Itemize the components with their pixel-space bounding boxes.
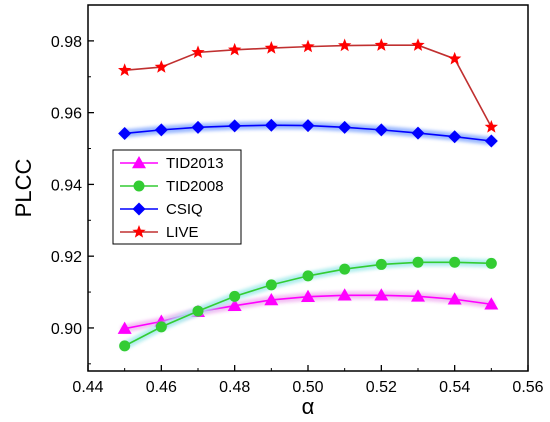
legend-label: CSIQ [166, 201, 203, 218]
data-point-tid2013 [227, 298, 242, 311]
data-point-tid2013 [301, 289, 315, 302]
series-live [118, 38, 498, 133]
legend-label: TID2013 [166, 155, 224, 172]
data-point-tid2013 [411, 289, 425, 302]
x-tick-label: 0.46 [146, 379, 177, 396]
data-point-live [338, 38, 352, 52]
legend-marker-live [132, 225, 146, 238]
data-point-tid2008 [412, 256, 424, 268]
data-point-csiq [118, 126, 132, 140]
data-point-csiq [154, 123, 168, 137]
series-layer [117, 38, 499, 352]
x-tick-label: 0.50 [292, 379, 323, 396]
data-point-live [484, 120, 498, 133]
data-point-live [301, 39, 315, 53]
y-tick-label: 0.90 [51, 321, 82, 338]
data-point-live [154, 60, 168, 73]
legend-marker-csiq [132, 202, 146, 216]
legend-item-tid2013: TID2013 [116, 155, 224, 172]
x-tick-label: 0.48 [219, 379, 250, 396]
data-point-live [264, 41, 278, 54]
data-point-csiq [264, 118, 278, 132]
data-point-tid2008 [155, 321, 167, 333]
data-point-tid2008 [339, 263, 351, 275]
legend-marker-tid2013 [132, 156, 146, 169]
data-point-live [228, 42, 242, 56]
series-csiq [118, 118, 498, 148]
data-point-tid2013 [337, 288, 352, 301]
x-tick-label: 0.56 [512, 379, 543, 396]
y-tick-label: 0.92 [51, 249, 82, 266]
data-point-tid2008 [119, 340, 131, 352]
data-point-tid2008 [375, 258, 387, 270]
data-point-tid2008 [265, 279, 277, 291]
x-axis-title: α [302, 394, 315, 419]
data-point-csiq [301, 119, 315, 133]
data-point-tid2008 [485, 257, 497, 269]
data-point-csiq [191, 120, 205, 134]
y-tick-label: 0.98 [51, 34, 82, 51]
legend-label: TID2008 [166, 178, 224, 195]
data-point-tid2013 [264, 292, 279, 306]
data-point-csiq [484, 134, 498, 148]
data-point-live [118, 63, 132, 76]
data-point-live [191, 45, 205, 59]
data-point-live [448, 51, 462, 65]
data-point-tid2013 [374, 288, 389, 301]
data-point-csiq [411, 126, 425, 140]
y-tick-label: 0.94 [51, 177, 82, 194]
legend-label: LIVE [166, 224, 199, 241]
legend-item-tid2008: TID2008 [116, 178, 224, 195]
axis-ticks: 0.44 0.46 0.48 0.50 0.52 0.54 0.56 0.90 0.92 0.94… [51, 34, 544, 396]
x-tick-label: 0.52 [366, 379, 397, 396]
data-point-csiq [374, 123, 388, 137]
legend-item-live: LIVE [120, 224, 199, 241]
legend-marker-tid2008 [133, 180, 145, 192]
y-tick-label: 0.96 [51, 106, 82, 123]
data-point-csiq [448, 130, 462, 144]
x-tick-label: 0.44 [72, 379, 103, 396]
data-point-tid2013 [447, 292, 462, 305]
data-point-tid2013 [117, 321, 132, 334]
legend-item-csiq: CSIQ [116, 201, 203, 218]
series-tid2013 [117, 288, 499, 334]
legend: TID2013 TID2008 CSIQ LIVE [112, 149, 242, 245]
data-point-tid2008 [192, 305, 204, 317]
y-axis-title: PLCC [11, 159, 36, 218]
data-point-csiq [338, 120, 352, 134]
data-point-live [411, 38, 425, 51]
x-tick-label: 0.54 [439, 379, 470, 396]
data-point-tid2008 [229, 290, 241, 302]
data-point-tid2008 [449, 256, 461, 268]
data-point-tid2008 [302, 270, 314, 282]
data-point-csiq [228, 119, 242, 133]
data-point-live [374, 38, 388, 51]
series-line-live [124, 44, 493, 128]
data-point-tid2013 [484, 297, 499, 310]
series-tid2008 [119, 256, 497, 352]
